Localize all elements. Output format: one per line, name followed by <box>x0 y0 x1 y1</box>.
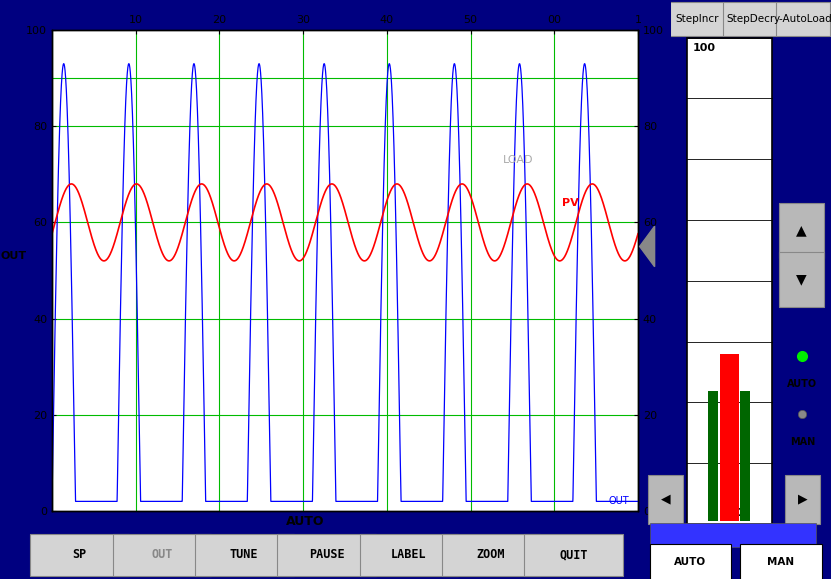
Text: StepDecr: StepDecr <box>726 14 774 24</box>
FancyBboxPatch shape <box>442 534 540 576</box>
Text: MAN: MAN <box>789 437 815 447</box>
Text: ▲: ▲ <box>796 223 807 237</box>
Text: SP: SP <box>72 548 86 561</box>
Text: ▼: ▼ <box>796 272 807 287</box>
Text: QUIT: QUIT <box>559 548 588 561</box>
Text: ▶: ▶ <box>798 493 807 505</box>
Text: LABEL: LABEL <box>391 548 426 561</box>
FancyBboxPatch shape <box>670 2 724 36</box>
Text: OUT: OUT <box>1 251 27 261</box>
Text: PAUSE: PAUSE <box>308 548 344 561</box>
Text: AUTO: AUTO <box>674 557 706 567</box>
Text: OUT: OUT <box>608 496 629 506</box>
FancyBboxPatch shape <box>776 2 830 36</box>
Text: AUTO: AUTO <box>286 515 325 527</box>
Text: ZOOM: ZOOM <box>477 548 505 561</box>
Text: y-AutoLoad: y-AutoLoad <box>774 14 831 24</box>
Bar <box>720 354 739 521</box>
FancyBboxPatch shape <box>524 534 622 576</box>
Text: StepIncr: StepIncr <box>675 14 719 24</box>
Bar <box>740 391 750 521</box>
FancyBboxPatch shape <box>650 544 731 579</box>
FancyBboxPatch shape <box>113 534 211 576</box>
Text: 0: 0 <box>735 508 742 518</box>
FancyBboxPatch shape <box>195 534 293 576</box>
FancyBboxPatch shape <box>278 534 376 576</box>
Bar <box>686 38 772 524</box>
FancyBboxPatch shape <box>360 534 458 576</box>
Text: OUT: OUT <box>151 548 173 561</box>
FancyBboxPatch shape <box>779 252 824 307</box>
Text: LOAD: LOAD <box>504 155 534 165</box>
FancyBboxPatch shape <box>784 475 820 524</box>
Text: ◀: ◀ <box>661 493 671 505</box>
Text: TUNE: TUNE <box>230 548 258 561</box>
FancyBboxPatch shape <box>648 475 683 524</box>
Text: MAN: MAN <box>768 557 794 567</box>
Text: PV: PV <box>562 198 578 208</box>
FancyBboxPatch shape <box>723 2 777 36</box>
Text: 100: 100 <box>692 43 715 53</box>
Bar <box>708 391 719 521</box>
FancyBboxPatch shape <box>779 203 824 258</box>
FancyBboxPatch shape <box>740 544 822 579</box>
Text: AUTO: AUTO <box>787 379 818 389</box>
Bar <box>650 523 816 547</box>
FancyBboxPatch shape <box>31 534 129 576</box>
